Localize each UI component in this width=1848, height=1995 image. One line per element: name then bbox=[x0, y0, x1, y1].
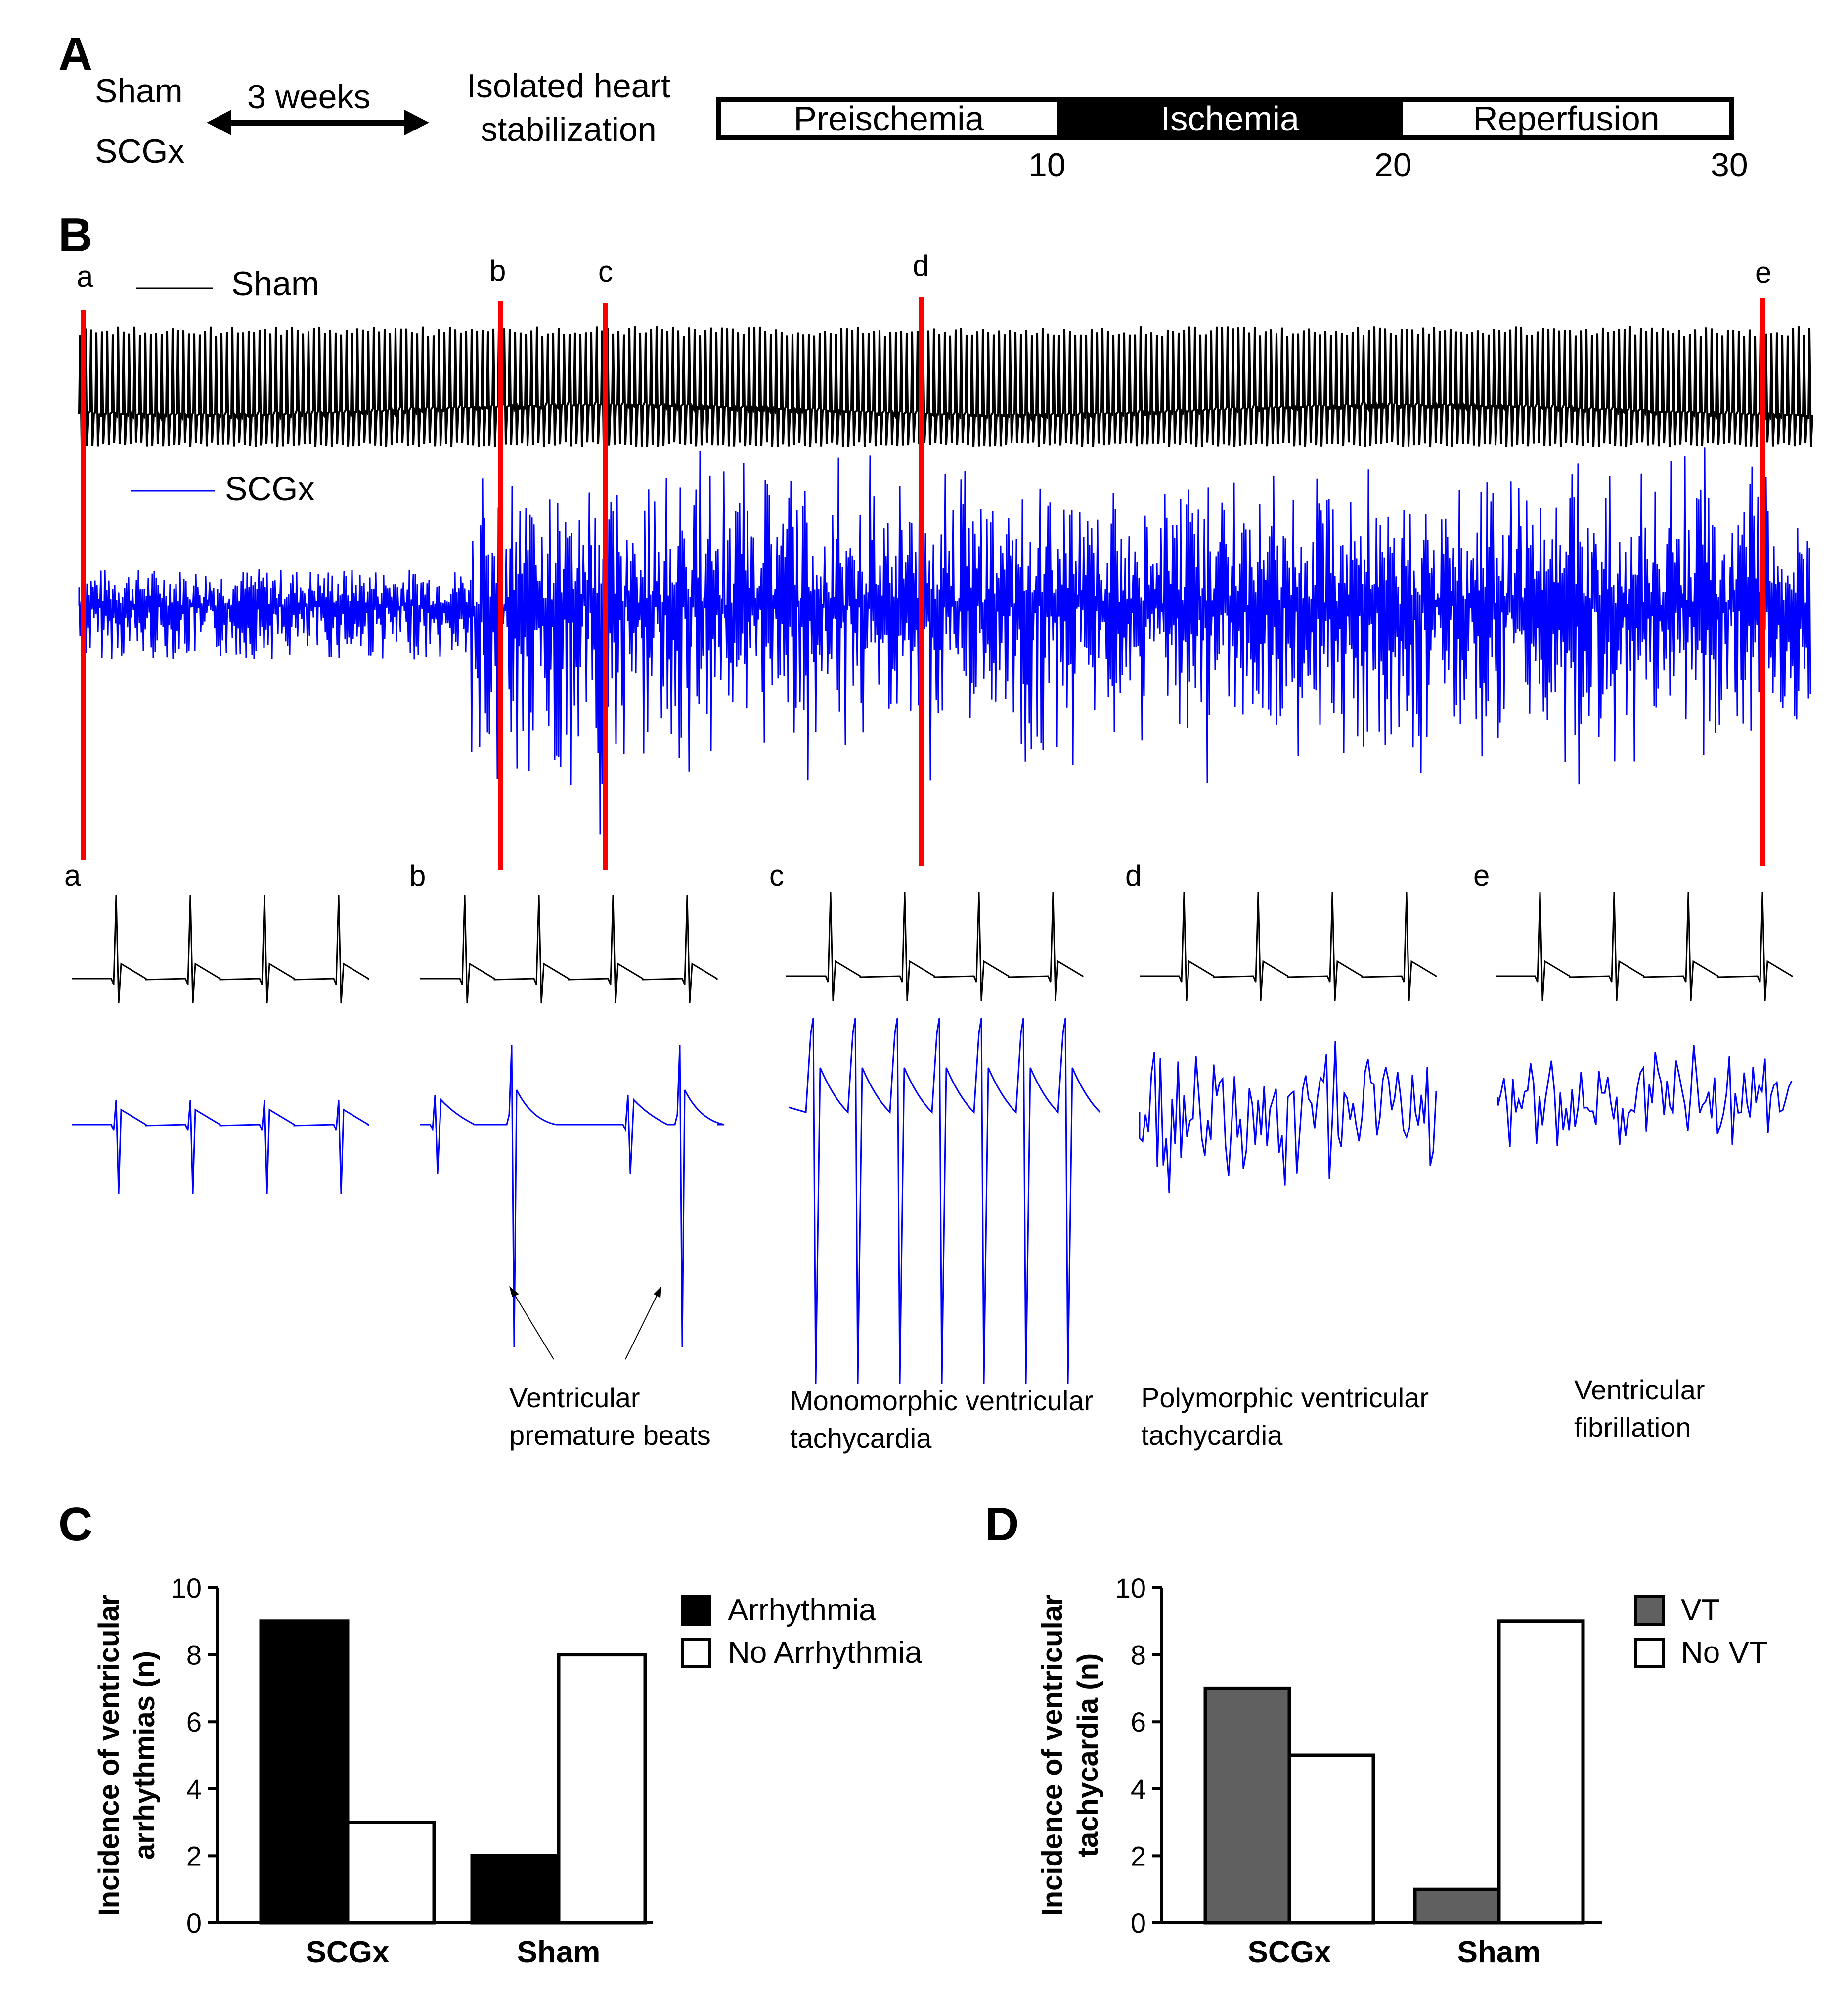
bar-sham-vt bbox=[1413, 1887, 1501, 1925]
x-category-label: SCGx bbox=[306, 1935, 390, 1969]
inset-label-e: e bbox=[1473, 859, 1490, 892]
caption-b-line1: Ventricular bbox=[509, 1382, 640, 1413]
panel-b-letter: B bbox=[58, 209, 93, 261]
ecg-inset-traces bbox=[72, 892, 1793, 1385]
legend-swatch bbox=[1634, 1595, 1665, 1626]
panel-c-letter: C bbox=[58, 1498, 93, 1551]
caption-c-line1: Monomorphic ventricular bbox=[790, 1385, 1094, 1416]
inset-e-sham-trace bbox=[1496, 892, 1793, 1001]
duration-label: 3 weeks bbox=[247, 78, 371, 116]
x-category-label: SCGx bbox=[1248, 1935, 1331, 1969]
group-scgx-label: SCGx bbox=[95, 132, 185, 170]
y-tick-label: 6 bbox=[186, 1706, 202, 1737]
legend-scgx-label: SCGx bbox=[225, 470, 315, 508]
stage-label-line1: Isolated heart bbox=[466, 67, 671, 105]
y-tick-label: 8 bbox=[1131, 1640, 1146, 1671]
x-category-label: Sham bbox=[1457, 1935, 1541, 1969]
inset-c-sham-trace bbox=[786, 892, 1084, 1001]
legend-sham-label: Sham bbox=[231, 265, 319, 303]
bar-scgx-vt bbox=[1203, 1686, 1291, 1925]
segment-ischemia: Ischemia bbox=[1057, 99, 1403, 138]
timeline-tick-10: 10 bbox=[1028, 146, 1066, 184]
ecg-long-recording bbox=[78, 287, 1813, 870]
segment-preischemia: Preischemia bbox=[721, 99, 1057, 138]
bar-scgx-no-arrhythmia bbox=[346, 1821, 436, 1925]
bar-sham-arrhythmia bbox=[470, 1854, 561, 1925]
inset-label-d: d bbox=[1125, 859, 1142, 892]
panel-a-letter: A bbox=[58, 28, 93, 81]
arrow-icon bbox=[509, 1286, 554, 1360]
marker-label-b: b bbox=[489, 254, 506, 287]
y-tick-label: 0 bbox=[1131, 1908, 1146, 1939]
marker-label-d: d bbox=[913, 249, 929, 282]
y-tick-label: 4 bbox=[1131, 1774, 1146, 1805]
caption-e-line1: Ventricular bbox=[1574, 1374, 1705, 1405]
chart-c: 0 2 4 6 8 10 SCGx Sham Incidence of ventricular a… bbox=[93, 1572, 922, 1969]
inset-c-scgx-trace bbox=[788, 1018, 1101, 1385]
marker-label-c: c bbox=[598, 255, 613, 288]
legend-label: VT bbox=[1681, 1593, 1720, 1627]
timeline-tick-20: 20 bbox=[1374, 146, 1412, 184]
caption-e: Ventricular fibrillation bbox=[1574, 1371, 1705, 1446]
bar-scgx-arrhythmia bbox=[259, 1619, 350, 1925]
segment-reperfusion: Reperfusion bbox=[1403, 99, 1729, 138]
legend-swatch bbox=[681, 1595, 711, 1626]
inset-a-scgx-trace bbox=[72, 1099, 369, 1194]
bar-scgx-no-vt bbox=[1287, 1753, 1375, 1925]
inset-label-c: c bbox=[769, 859, 784, 892]
inset-label-b: b bbox=[409, 859, 426, 892]
y-tick-label: 4 bbox=[186, 1774, 202, 1805]
caption-d: Polymorphic ventricular tachycardia bbox=[1141, 1379, 1429, 1454]
inset-e-scgx-trace bbox=[1497, 1044, 1793, 1147]
panel-d-letter: D bbox=[985, 1498, 1019, 1551]
caption-e-line2: fibrillation bbox=[1574, 1412, 1691, 1443]
caption-d-line1: Polymorphic ventricular bbox=[1141, 1382, 1429, 1413]
marker-label-a: a bbox=[77, 260, 93, 293]
x-category-label: Sham bbox=[517, 1935, 601, 1969]
arrow-icon bbox=[625, 1286, 661, 1360]
caption-d-line2: tachycardia bbox=[1141, 1420, 1283, 1451]
y-tick-label: 8 bbox=[186, 1640, 202, 1671]
double-arrow-icon bbox=[207, 110, 429, 135]
caption-c: Monomorphic ventricular tachycardia bbox=[790, 1382, 1093, 1457]
inset-b-scgx-trace bbox=[420, 1045, 725, 1347]
y-tick-label: 10 bbox=[1115, 1572, 1146, 1604]
y-tick-label: 6 bbox=[1131, 1706, 1146, 1737]
protocol-timeline: Preischemia Ischemia Reperfusion bbox=[716, 97, 1734, 140]
legend-label: No VT bbox=[1681, 1636, 1768, 1670]
scgx-long-trace bbox=[78, 447, 1811, 835]
legend-label: Arrhythmia bbox=[728, 1593, 876, 1627]
inset-b-sham-trace bbox=[420, 894, 718, 1004]
group-sham-label: Sham bbox=[95, 72, 183, 110]
y-tick-label: 10 bbox=[171, 1572, 202, 1604]
marker-label-e: e bbox=[1755, 256, 1772, 289]
inset-a-sham-trace bbox=[72, 894, 369, 1004]
bar-charts: 0 2 4 6 8 10 SCGx Sham Incidence of ventricular a… bbox=[93, 1572, 1768, 1969]
bar-sham-no-arrhythmia bbox=[557, 1653, 647, 1925]
y-tick-label: 2 bbox=[186, 1840, 202, 1871]
legend-swatch bbox=[1634, 1638, 1665, 1668]
inset-d-sham-trace bbox=[1140, 892, 1437, 1001]
inset-d-scgx-trace bbox=[1139, 1041, 1437, 1194]
timeline-tick-30: 30 bbox=[1711, 146, 1748, 184]
chart-d: 0 2 4 6 8 10 SCGx Sham Incidence of ventricular t… bbox=[1036, 1572, 1768, 1969]
y-tick-label: 2 bbox=[1131, 1840, 1146, 1871]
legend-label: No Arrhythmia bbox=[728, 1636, 922, 1670]
caption-c-line2: tachycardia bbox=[790, 1423, 932, 1454]
y-tick-label: 0 bbox=[186, 1908, 202, 1939]
sham-long-trace bbox=[78, 326, 1813, 448]
stage-label-line2: stabilization bbox=[481, 111, 657, 148]
y-axis-label: Incidence of ventricular tachycardia (n) bbox=[1036, 1594, 1104, 1916]
caption-b: Ventricular premature beats bbox=[509, 1379, 711, 1454]
legend-swatch bbox=[681, 1638, 711, 1668]
bar-sham-no-vt bbox=[1497, 1619, 1585, 1925]
inset-label-a: a bbox=[64, 859, 81, 892]
caption-b-line2: premature beats bbox=[509, 1420, 711, 1451]
y-axis-label: Incidence of ventricular arrhythmias (n) bbox=[93, 1594, 161, 1916]
